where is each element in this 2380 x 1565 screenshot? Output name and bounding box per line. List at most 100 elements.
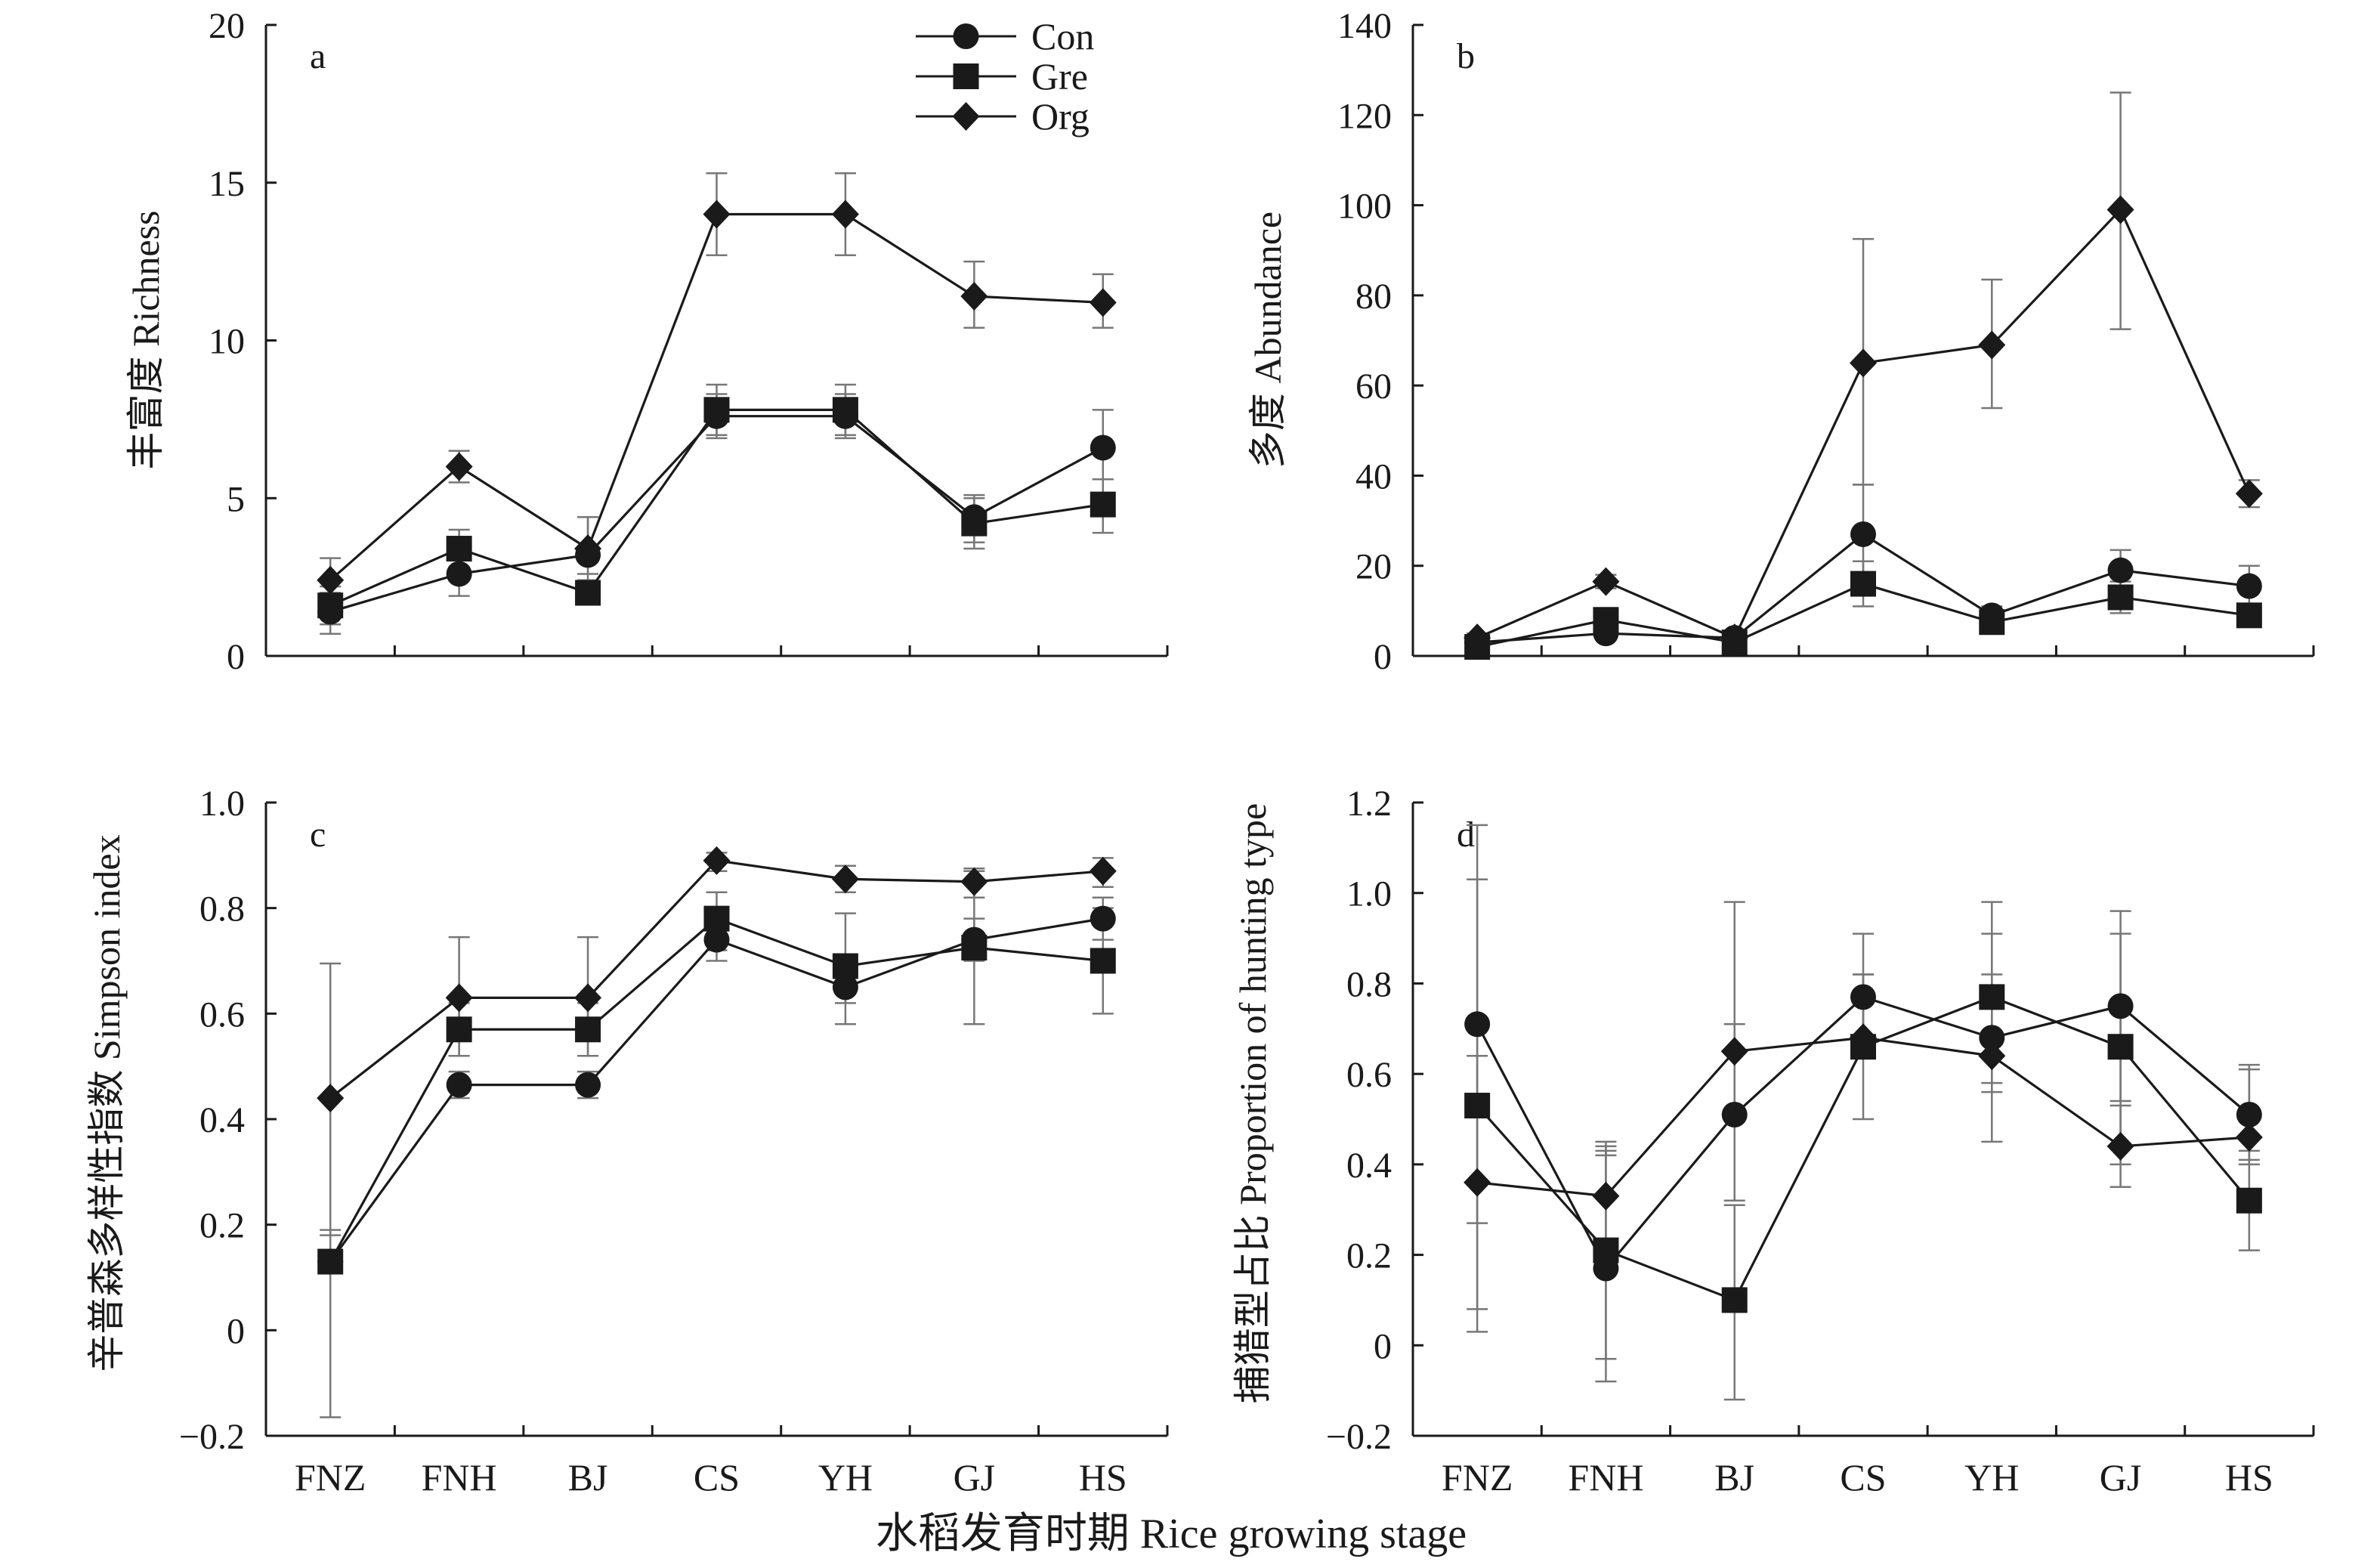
data-point-gre [703, 905, 730, 932]
data-point-org [445, 983, 473, 1013]
data-point-gre [1090, 491, 1116, 518]
data-point-gre [1593, 1237, 1619, 1263]
data-point-con [1464, 1011, 1491, 1038]
data-point-org [1464, 623, 1491, 653]
y-tick-label: 15 [209, 164, 245, 204]
y-tick-label: 20 [1355, 547, 1392, 587]
y-tick-label: 5 [227, 479, 245, 519]
series-line-con [329, 415, 1104, 614]
legend-label: Org [1031, 95, 1090, 138]
x-tick-label: HS [1079, 1456, 1127, 1499]
panel-label: d [1457, 815, 1475, 855]
series-line-gre [329, 408, 1104, 607]
x-tick-label: BJ [1714, 1456, 1754, 1499]
legend-label: Con [1031, 15, 1094, 57]
data-point-org [960, 282, 988, 311]
legend-marker-con [953, 23, 979, 49]
data-point-org [2235, 479, 2263, 509]
data-point-con [1721, 1102, 1748, 1128]
legend-marker-gre [953, 63, 979, 89]
y-tick-label: 40 [1355, 456, 1392, 496]
data-point-gre [2107, 584, 2134, 611]
y-tick-label: 100 [1337, 187, 1392, 227]
data-point-con [575, 1072, 601, 1098]
data-point-gre [1090, 948, 1116, 974]
y-axis-label: 丰富度 Richness [125, 210, 167, 469]
data-point-gre [2236, 602, 2262, 629]
data-point-gre [1464, 1093, 1491, 1119]
data-point-org [1978, 330, 2006, 360]
data-point-gre [1593, 607, 1619, 633]
y-tick-label: 0.2 [1346, 1236, 1392, 1276]
data-point-org [703, 199, 731, 229]
data-point-org [317, 1084, 345, 1113]
y-axis-label: 辛普森多样性指数 Simpson index [85, 834, 128, 1372]
data-point-con [446, 1072, 472, 1098]
series-line-con [329, 917, 1104, 1263]
data-point-gre [1979, 984, 2005, 1010]
y-tick-label: 10 [209, 322, 245, 362]
y-tick-label: 80 [1355, 277, 1392, 317]
y-tick-label: 0 [227, 1311, 245, 1351]
data-point-org [1464, 1168, 1491, 1197]
y-tick-label: 0.6 [199, 994, 245, 1035]
data-point-org [2106, 1131, 2134, 1161]
panel-label: a [310, 36, 326, 76]
data-point-con [2107, 993, 2134, 1019]
data-point-gre [2236, 1187, 2262, 1214]
panel-label: b [1457, 36, 1475, 76]
panel-d: −0.2 0 0.2 0.4 0.6 0.8 1.0 1.2 FNZ FNH BJ CS YH GJ HS d… [1232, 784, 2315, 1499]
shared-x-axis-label: 水稻发育时期 Rice growing stage [876, 1511, 1467, 1557]
y-tick-label: 0.2 [199, 1206, 245, 1246]
y-tick-label: 0.6 [1346, 1055, 1392, 1095]
x-tick-label: FNH [1568, 1456, 1643, 1499]
x-tick-label: GJ [954, 1456, 996, 1499]
x-tick-label: FNZ [1442, 1456, 1513, 1499]
y-tick-label: −0.2 [179, 1417, 245, 1457]
y-tick-label: 1.2 [1346, 784, 1392, 824]
data-point-gre [575, 1016, 601, 1043]
y-axis-label: 多度 Abundance [1247, 212, 1289, 469]
data-point-org [960, 867, 988, 896]
data-point-org [1592, 567, 1620, 596]
data-point-org [317, 565, 345, 595]
data-point-gre [1721, 1287, 1748, 1313]
data-point-org [1978, 1041, 2006, 1071]
x-tick-label: FNH [422, 1456, 497, 1499]
data-point-gre [961, 935, 988, 961]
data-point-con [2107, 557, 2134, 583]
data-point-con [832, 974, 858, 1001]
data-point-org [1720, 1037, 1748, 1066]
data-point-gre [2107, 1034, 2134, 1060]
y-tick-label: 0.8 [199, 889, 245, 929]
y-tick-label: 60 [1355, 367, 1392, 407]
x-tick-label: BJ [568, 1456, 608, 1499]
data-point-con [1090, 435, 1116, 461]
data-point-org [831, 199, 859, 229]
x-tick-label: YH [1964, 1456, 2019, 1499]
legend-label: Gre [1031, 55, 1088, 97]
x-tick-label: FNZ [295, 1456, 366, 1499]
data-point-gre [961, 510, 988, 537]
data-point-org [574, 534, 602, 564]
data-point-con [2236, 1102, 2262, 1128]
data-point-con [1979, 1025, 2005, 1051]
series-line-gre [329, 917, 1103, 1263]
data-point-org [1850, 1023, 1877, 1053]
data-point-gre [317, 1248, 344, 1275]
y-tick-label: 0.4 [1346, 1146, 1392, 1186]
data-point-org [1089, 856, 1117, 886]
y-tick-label: 0 [1374, 1326, 1392, 1366]
data-point-gre [446, 536, 472, 562]
data-point-gre [703, 397, 730, 423]
data-point-con [1850, 984, 1876, 1010]
data-point-org [2106, 195, 2134, 224]
data-point-org [1850, 348, 1877, 378]
data-point-org [703, 846, 731, 875]
y-tick-label: 120 [1337, 96, 1392, 136]
y-tick-label: 1.0 [1346, 874, 1392, 914]
data-point-gre [1979, 609, 2005, 636]
y-axis-label: 捕猎型占比 Proportion of hunting type [1232, 803, 1274, 1403]
data-point-con [1090, 905, 1116, 932]
